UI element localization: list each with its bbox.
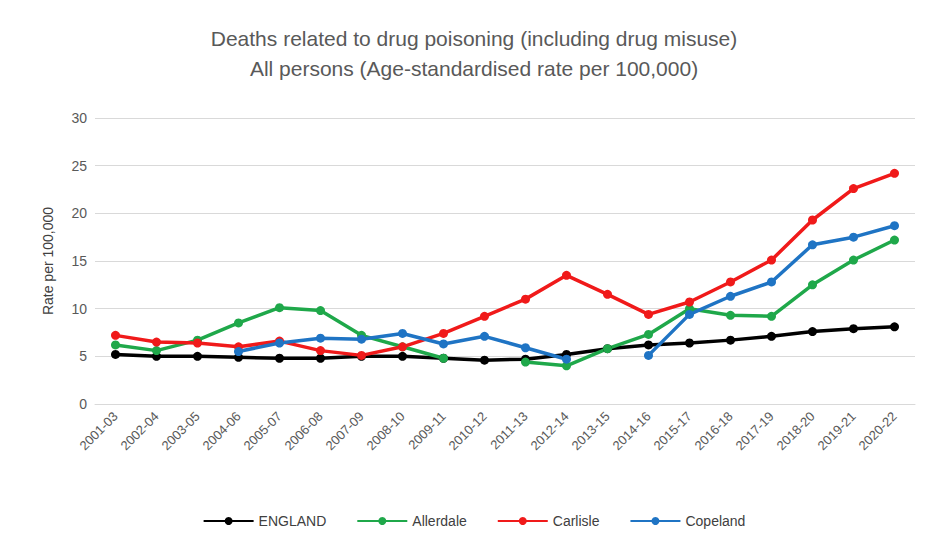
svg-text:30: 30 [71, 110, 87, 126]
svg-text:2016-18: 2016-18 [691, 409, 735, 453]
svg-text:15: 15 [71, 253, 87, 269]
svg-text:2008-10: 2008-10 [363, 409, 407, 453]
svg-text:2017-19: 2017-19 [732, 409, 776, 453]
svg-text:Carlisle: Carlisle [553, 513, 600, 529]
svg-text:2015-17: 2015-17 [650, 409, 694, 453]
svg-text:2003-05: 2003-05 [158, 409, 202, 453]
svg-text:2009-11: 2009-11 [405, 409, 449, 453]
svg-text:2001-03: 2001-03 [76, 409, 120, 453]
svg-text:Allerdale: Allerdale [412, 513, 467, 529]
svg-text:0: 0 [79, 396, 87, 412]
svg-text:2014-16: 2014-16 [609, 409, 653, 453]
svg-text:5: 5 [79, 348, 87, 364]
svg-text:Copeland: Copeland [685, 513, 745, 529]
svg-text:20: 20 [71, 205, 87, 221]
svg-text:ENGLAND: ENGLAND [259, 513, 327, 529]
svg-text:2007-09: 2007-09 [322, 409, 366, 453]
svg-text:2005-07: 2005-07 [240, 409, 284, 453]
svg-text:All persons (Age-standardised: All persons (Age-standardised rate per 1… [250, 57, 698, 80]
svg-text:2019-21: 2019-21 [814, 409, 858, 453]
svg-text:2018-20: 2018-20 [773, 409, 817, 453]
svg-text:2013-15: 2013-15 [568, 409, 612, 453]
svg-text:2002-04: 2002-04 [117, 409, 161, 453]
svg-text:25: 25 [71, 158, 87, 174]
svg-text:Rate per 100,000: Rate per 100,000 [40, 207, 56, 315]
svg-text:2010-12: 2010-12 [445, 409, 489, 453]
svg-text:10: 10 [71, 301, 87, 317]
svg-text:Deaths related to drug poisoni: Deaths related to drug poisoning (includ… [211, 27, 737, 50]
svg-text:2006-08: 2006-08 [281, 409, 325, 453]
svg-text:2012-14: 2012-14 [527, 409, 571, 453]
svg-text:2004-06: 2004-06 [199, 409, 243, 453]
svg-text:2020-22: 2020-22 [855, 409, 899, 453]
svg-text:2011-13: 2011-13 [487, 409, 531, 453]
